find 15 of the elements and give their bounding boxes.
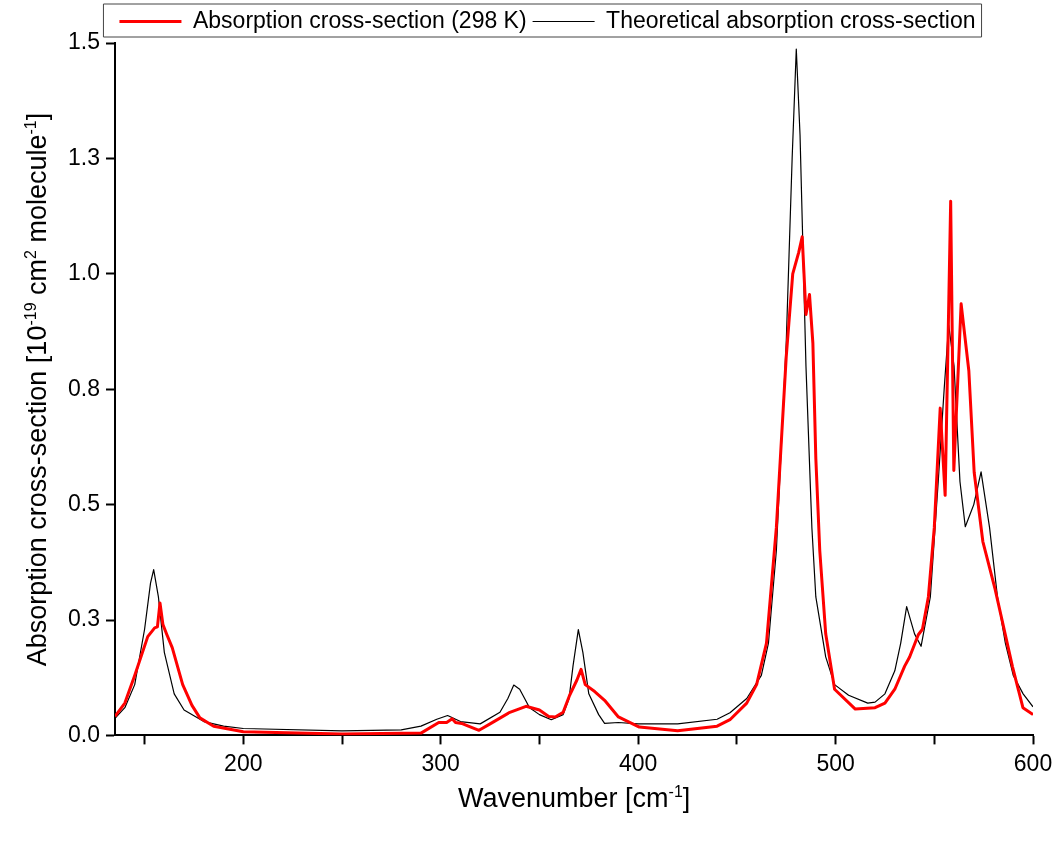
- y-tick-label: 0.8: [67, 374, 100, 401]
- y-tick-label: 1.5: [67, 28, 100, 55]
- x-tick-label: 400: [618, 749, 658, 776]
- x-tick-label: 600: [1013, 749, 1053, 776]
- legend-label: Theoretical absorption cross-section: [606, 6, 976, 33]
- y-tick-label: 0.0: [67, 720, 100, 747]
- x-tick-label: 200: [224, 749, 263, 776]
- x-tick-label: 500: [816, 749, 855, 776]
- x-axis-title: Wavenumber [cm$^{-1}$]: [457, 783, 691, 815]
- x-tick-label: 300: [421, 749, 460, 776]
- legend-label: Absorption cross-section (298 K): [192, 6, 527, 33]
- y-tick-label: 0.5: [67, 489, 100, 516]
- y-tick-label: 0.3: [67, 605, 100, 632]
- y-tick-label: 1.0: [67, 259, 100, 286]
- y-tick-label: 1.3: [67, 143, 100, 170]
